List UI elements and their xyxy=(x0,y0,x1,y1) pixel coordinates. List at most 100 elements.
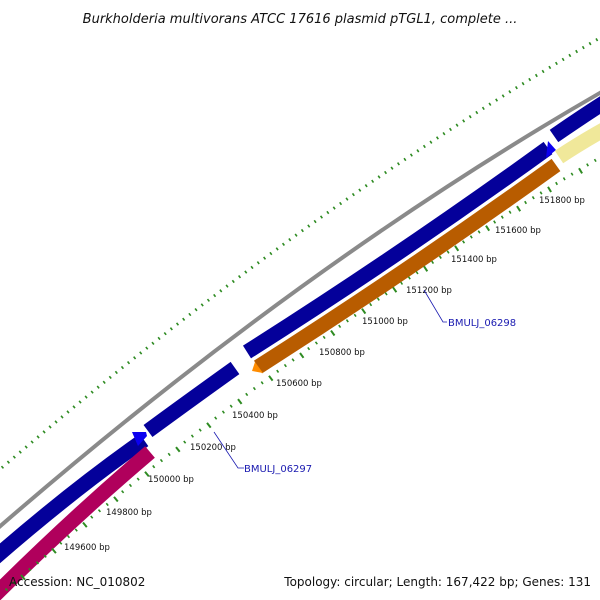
tick-label-150600: 150600 bp xyxy=(276,379,322,389)
tick-mark xyxy=(539,191,543,195)
forward-genes xyxy=(0,96,600,564)
tick-mark xyxy=(252,386,256,391)
tick-mark xyxy=(59,541,63,545)
tick-label-151200: 151200 bp xyxy=(406,286,452,296)
tick-mark xyxy=(586,163,589,167)
tick-mark xyxy=(136,477,140,481)
tick-mark xyxy=(291,358,295,362)
tick-mark xyxy=(152,465,156,469)
tick-mark xyxy=(407,276,411,280)
tick-mark xyxy=(415,271,419,275)
reverse-gene-pink[interactable] xyxy=(0,446,155,600)
tick-mark xyxy=(376,297,380,301)
tick-label-151600: 151600 bp xyxy=(495,226,541,236)
tick-mark xyxy=(469,235,473,239)
tick-mark xyxy=(593,158,597,163)
forward-gene-1-arrow[interactable] xyxy=(132,432,147,446)
gene-label-06298[interactable]: BMULJ_06298 xyxy=(448,318,516,329)
tick-mark xyxy=(268,375,274,382)
tick-mark xyxy=(276,369,280,373)
tick-label-150800: 150800 bp xyxy=(319,348,365,358)
tick-mark xyxy=(66,534,71,539)
tick-mark xyxy=(299,352,305,359)
forward-gene-1[interactable] xyxy=(0,433,149,564)
reverse-gene-orange-arrow[interactable] xyxy=(252,362,263,373)
summary-text: Topology: circular; Length: 167,422 bp; … xyxy=(283,575,591,589)
tick-scale xyxy=(4,158,597,592)
tick-mark xyxy=(555,181,558,186)
tick-mark xyxy=(237,398,243,405)
tick-mark xyxy=(206,422,212,429)
tick-mark xyxy=(462,240,466,244)
tick-label-149800: 149800 bp xyxy=(106,508,152,518)
tick-mark xyxy=(562,177,566,181)
tick-mark xyxy=(431,260,435,265)
tick-mark xyxy=(183,440,187,444)
tick-mark xyxy=(423,265,429,272)
tick-mark xyxy=(283,363,287,368)
tick-mark xyxy=(4,587,9,592)
tick-mark xyxy=(105,502,109,507)
tick-mark xyxy=(578,167,583,174)
tick-mark xyxy=(43,554,47,558)
tick-mark xyxy=(322,335,326,340)
forward-gene-2[interactable] xyxy=(143,361,240,438)
reverse-gene-orange[interactable] xyxy=(253,158,561,374)
tick-label-150400: 150400 bp xyxy=(232,411,278,421)
reverse-genes xyxy=(0,158,561,600)
tick-mark xyxy=(438,255,442,259)
tick-mark xyxy=(531,195,535,200)
tick-label-150200: 150200 bp xyxy=(190,443,236,453)
tick-mark xyxy=(508,210,512,214)
tick-label-151400: 151400 bp xyxy=(451,255,497,265)
backbone-arc xyxy=(0,90,600,529)
tick-mark xyxy=(260,381,264,385)
tick-mark xyxy=(245,392,249,397)
tick-mark xyxy=(97,509,102,513)
gene-callout-line-06297 xyxy=(213,431,244,469)
tick-mark xyxy=(82,521,88,528)
forward-gene-3-arrow[interactable] xyxy=(546,141,556,158)
gene-callouts: BMULJ_06297 BMULJ_06298 xyxy=(213,289,516,475)
tick-mark xyxy=(229,404,233,408)
gene-label-06297[interactable]: BMULJ_06297 xyxy=(244,464,312,475)
tick-mark xyxy=(570,172,574,176)
tick-mark xyxy=(144,471,150,478)
tick-mark xyxy=(113,496,119,503)
tick-mark xyxy=(547,186,552,193)
tick-mark xyxy=(159,458,164,463)
tick-mark xyxy=(485,225,491,232)
tick-mark xyxy=(28,567,32,572)
tick-mark xyxy=(175,446,181,453)
tick-mark xyxy=(361,308,367,315)
forward-gene-3[interactable] xyxy=(242,141,553,359)
tick-mark xyxy=(493,220,497,224)
tick-mark xyxy=(516,205,522,212)
tick-label-151800: 151800 bp xyxy=(539,196,585,206)
tick-mark xyxy=(121,490,125,494)
tick-mark xyxy=(35,561,40,565)
forward-gene-4[interactable] xyxy=(549,96,600,143)
forward-gene-5[interactable] xyxy=(554,123,600,164)
tick-mark xyxy=(338,324,342,329)
tick-mark xyxy=(330,330,336,337)
tick-mark xyxy=(477,230,481,234)
tick-label-149600: 149600 bp xyxy=(64,543,110,553)
tick-mark xyxy=(167,452,171,457)
tick-mark xyxy=(524,200,527,205)
tick-label-150000: 150000 bp xyxy=(148,475,194,485)
tick-mark xyxy=(20,574,26,581)
tick-mark xyxy=(307,346,311,351)
tick-mark xyxy=(51,547,57,554)
outer-dotted-ring xyxy=(0,36,600,472)
tick-mark xyxy=(500,215,504,219)
tick-mark xyxy=(454,245,460,252)
tick-mark xyxy=(400,281,404,285)
tick-mark xyxy=(345,319,349,323)
tick-mark xyxy=(12,581,16,585)
tick-labels: 149600 bp 149800 bp 150000 bp 150200 bp … xyxy=(64,196,585,553)
tick-mark xyxy=(221,410,225,414)
tick-mark xyxy=(369,302,373,307)
tick-mark xyxy=(446,250,450,254)
